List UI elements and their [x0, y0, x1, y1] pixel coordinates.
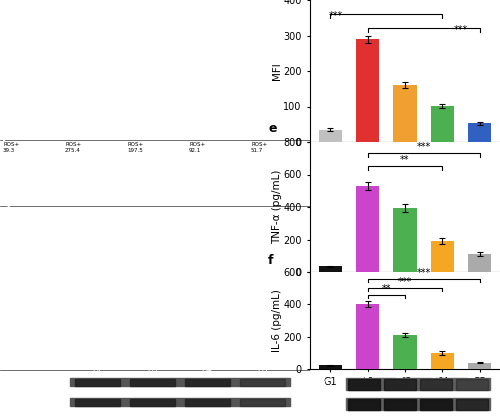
Text: DAPI: DAPI — [2, 210, 8, 226]
Bar — [319, 130, 342, 142]
Bar — [70, 378, 290, 386]
Bar — [430, 106, 454, 142]
Bar — [75, 379, 120, 385]
Text: ***: *** — [416, 142, 431, 152]
Bar — [70, 398, 290, 406]
Text: Gel-DA/DOHA/DMON@Dex@Fe: Gel-DA/DOHA/DMON@Dex@Fe — [234, 208, 315, 213]
Bar — [384, 398, 416, 410]
Bar — [394, 335, 416, 369]
Text: G4: G4 — [189, 3, 200, 12]
Bar — [130, 398, 175, 405]
Text: GAPDH: GAPDH — [25, 398, 55, 406]
Bar — [348, 398, 380, 410]
Bar — [240, 379, 285, 385]
Text: G5: G5 — [251, 3, 262, 12]
Text: PBS: PBS — [2, 208, 12, 213]
Text: ***: *** — [329, 11, 343, 21]
Bar — [420, 398, 452, 410]
Text: COX-2: COX-2 — [25, 377, 50, 387]
Text: G4: G4 — [202, 365, 213, 374]
Text: Gel-DA/DOHA: Gel-DA/DOHA — [80, 208, 115, 213]
Bar — [75, 398, 120, 405]
Bar — [468, 123, 491, 142]
Text: Merged: Merged — [2, 319, 8, 345]
Text: f: f — [268, 254, 274, 267]
Bar — [394, 208, 416, 272]
Y-axis label: TNF-α (pg/mL): TNF-α (pg/mL) — [272, 170, 282, 244]
Y-axis label: MFI: MFI — [272, 62, 282, 80]
Text: G5: G5 — [466, 371, 477, 380]
Text: G5: G5 — [257, 365, 268, 374]
Bar — [319, 266, 342, 272]
Text: ROS+
92.1: ROS+ 92.1 — [189, 142, 206, 153]
Y-axis label: IL-6 (pg/mL): IL-6 (pg/mL) — [272, 289, 282, 352]
Text: GAPDH: GAPDH — [312, 400, 340, 408]
Bar — [430, 241, 454, 272]
Text: **: ** — [382, 284, 391, 294]
Text: G4: G4 — [430, 371, 442, 380]
Text: G1: G1 — [3, 3, 13, 12]
Bar — [456, 398, 488, 410]
Bar — [430, 353, 454, 369]
Text: 10 μm: 10 μm — [240, 362, 262, 368]
Bar — [384, 379, 416, 390]
Text: G3: G3 — [394, 371, 406, 380]
Bar — [356, 39, 380, 142]
Bar — [356, 186, 380, 272]
Bar — [356, 304, 380, 369]
Text: e: e — [268, 122, 276, 135]
Text: G2: G2 — [358, 371, 370, 380]
Text: ROS: ROS — [2, 38, 11, 54]
Text: HIF-1α: HIF-1α — [2, 265, 8, 288]
Text: G3: G3 — [127, 3, 138, 12]
Bar — [468, 254, 491, 272]
Text: ROS+
275.4: ROS+ 275.4 — [65, 142, 81, 153]
Bar — [346, 398, 490, 410]
Text: ***: *** — [416, 268, 431, 278]
Text: COX-2: COX-2 — [312, 380, 335, 388]
Text: a: a — [2, 2, 10, 15]
Bar — [319, 365, 342, 369]
Text: ***: *** — [454, 25, 468, 36]
Bar — [130, 379, 175, 385]
Text: d: d — [2, 206, 11, 219]
Bar — [420, 379, 452, 390]
Text: G2: G2 — [92, 365, 103, 374]
Text: ROS+
197.5: ROS+ 197.5 — [127, 142, 144, 153]
Text: g: g — [2, 372, 11, 385]
Bar — [185, 379, 230, 385]
Text: G3: G3 — [147, 365, 158, 374]
Text: Gel-DA/DOHA/DMON@Fe: Gel-DA/DOHA/DMON@Fe — [157, 208, 222, 213]
Text: ROS+
51.7: ROS+ 51.7 — [251, 142, 267, 153]
Text: b: b — [2, 140, 11, 153]
Text: ROS+
39.3: ROS+ 39.3 — [3, 142, 19, 153]
Bar — [185, 398, 230, 405]
Text: ***: *** — [398, 277, 412, 287]
Bar — [240, 398, 285, 405]
Bar — [346, 378, 490, 390]
Bar — [348, 379, 380, 390]
Text: g: g — [312, 371, 321, 384]
Bar — [456, 379, 488, 390]
Text: G2: G2 — [65, 3, 76, 12]
Bar — [468, 362, 491, 369]
Text: **: ** — [400, 155, 410, 165]
Bar — [394, 85, 416, 142]
